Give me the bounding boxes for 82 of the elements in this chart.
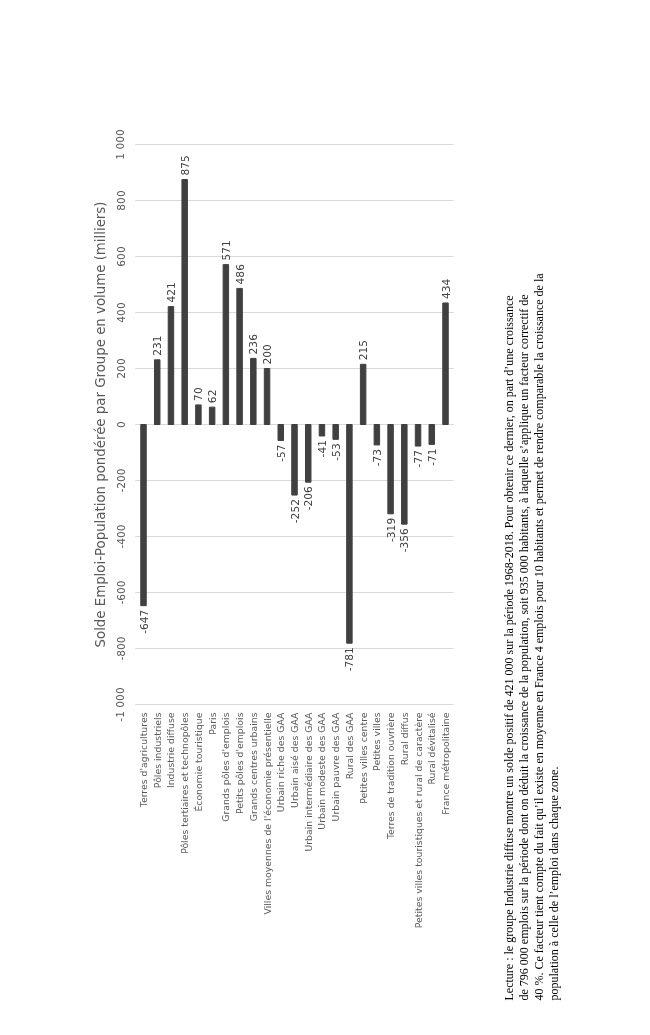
bar bbox=[236, 287, 243, 425]
y-tick-label: 1 000 bbox=[114, 129, 127, 160]
bar bbox=[373, 424, 381, 446]
bar bbox=[208, 406, 216, 425]
bar bbox=[195, 404, 202, 425]
bar bbox=[332, 424, 339, 440]
x-tick-label: Rural dévitalisé bbox=[426, 712, 438, 785]
data-label: 875 bbox=[178, 155, 192, 176]
x-tick-label: Industrie diffuse bbox=[165, 712, 177, 789]
data-label: -781 bbox=[343, 647, 357, 672]
bar bbox=[414, 424, 422, 447]
data-label: 486 bbox=[233, 263, 247, 285]
x-tick-label: Économie touristique bbox=[192, 712, 204, 812]
text: Solde Emploi-Population pondérée par Groupe en volume (milliers) bbox=[93, 201, 108, 648]
x-tick-label: Villes moyennes de l'économie présentielle bbox=[261, 712, 273, 915]
data-label: 434 bbox=[439, 278, 453, 299]
text: Lecture : le groupe Industrie diffuse montre un solde positif de 421 000 sur la période 1968-2018. Pour obtenir ce dernier, on part d’une croissance de 796 000 emplois sur la période dont on déduit la croissance de la population, soit 935 000 habitants, à laquelle s’applique un facteur correctif de 40 %. Ce facteur tient compte du fait qu’il existe en moyenne en France 4 emplois pour 10 habitants et permet de rendre comparable la croissance de la population à celle de l’emploi dans chaque zone. bbox=[501, 272, 561, 1001]
x-tick-label: Terres de tradition ouvrière bbox=[385, 712, 397, 841]
x-tick-label: Petites villes bbox=[371, 712, 383, 771]
x-tick-label: Grands centres urbains bbox=[247, 712, 259, 822]
x-tick-label: Urbain pauvre des GAA bbox=[330, 711, 342, 822]
data-label: 215 bbox=[357, 339, 371, 361]
data-label: 200 bbox=[261, 343, 275, 365]
data-label: -73 bbox=[370, 448, 384, 467]
x-tick-label: Rural des GAA bbox=[343, 711, 355, 780]
bar bbox=[401, 424, 408, 525]
x-tick-label: Pôles industriels bbox=[151, 712, 163, 789]
y-tick-label: 200 bbox=[114, 358, 128, 379]
y-tick-label: -200 bbox=[114, 468, 128, 493]
y-tick-label: 400 bbox=[114, 302, 128, 323]
x-tick-label: Petites villes centre bbox=[357, 712, 369, 804]
data-label: -319 bbox=[384, 517, 398, 542]
y-tick-label: -400 bbox=[114, 524, 128, 549]
bar bbox=[428, 424, 436, 445]
data-label: -356 bbox=[398, 527, 412, 553]
x-tick-label: Petites villes touristiques et rural de caractère bbox=[412, 712, 424, 929]
x-tick-label: Petits pôles d'emplois bbox=[234, 712, 246, 815]
data-label: -57 bbox=[274, 444, 288, 462]
y-tick-label: -1 000 bbox=[114, 687, 127, 722]
data-label: -77 bbox=[412, 450, 426, 468]
x-tick-label: Urbain modeste des GAA bbox=[316, 711, 328, 830]
x-tick-label: Urbain aisé des GAA bbox=[289, 711, 300, 808]
bar bbox=[153, 359, 161, 425]
bar bbox=[359, 363, 367, 425]
bar bbox=[387, 424, 394, 515]
bar bbox=[291, 424, 298, 496]
x-tick-label: Urbain riche des GAA bbox=[275, 711, 287, 813]
bar bbox=[181, 179, 188, 425]
y-tick-label: 600 bbox=[114, 246, 128, 267]
data-label: -252 bbox=[288, 499, 302, 524]
x-tick-label: Rural diffus bbox=[398, 712, 410, 766]
data-label: 236 bbox=[247, 333, 261, 355]
bar bbox=[318, 424, 326, 437]
data-label: 571 bbox=[219, 240, 233, 261]
x-tick-label: Paris bbox=[206, 712, 218, 735]
bar bbox=[304, 424, 312, 483]
bar bbox=[250, 357, 257, 425]
data-label: -41 bbox=[315, 439, 329, 458]
data-label: 62 bbox=[206, 389, 220, 404]
data-label: -647 bbox=[137, 609, 151, 634]
data-label: -206 bbox=[302, 485, 316, 511]
data-label: -53 bbox=[329, 443, 343, 461]
x-tick-label: Urbain intermédiaire des GAA bbox=[302, 711, 314, 852]
data-label: 70 bbox=[192, 387, 206, 401]
y-tick-label: 800 bbox=[114, 190, 128, 211]
x-tick-label: Grands pôles d'emplois bbox=[220, 712, 232, 822]
bar bbox=[442, 302, 449, 425]
bar bbox=[167, 306, 175, 425]
data-label: -71 bbox=[425, 448, 439, 466]
y-tick-label: -800 bbox=[114, 636, 128, 661]
x-tick-label: France métropolitaine bbox=[440, 712, 451, 815]
x-tick-label: Terres d'agricultures bbox=[138, 712, 149, 809]
bar bbox=[277, 424, 285, 441]
bar bbox=[346, 424, 353, 644]
bar bbox=[140, 424, 147, 607]
bar bbox=[263, 368, 271, 425]
data-label: 231 bbox=[151, 335, 165, 356]
y-tick-label: 0 bbox=[114, 420, 128, 428]
x-tick-label: Pôles tertiaires et technopôles bbox=[179, 712, 191, 854]
bar bbox=[222, 264, 230, 425]
data-label: 421 bbox=[164, 282, 178, 303]
y-tick-label: -600 bbox=[114, 580, 128, 605]
